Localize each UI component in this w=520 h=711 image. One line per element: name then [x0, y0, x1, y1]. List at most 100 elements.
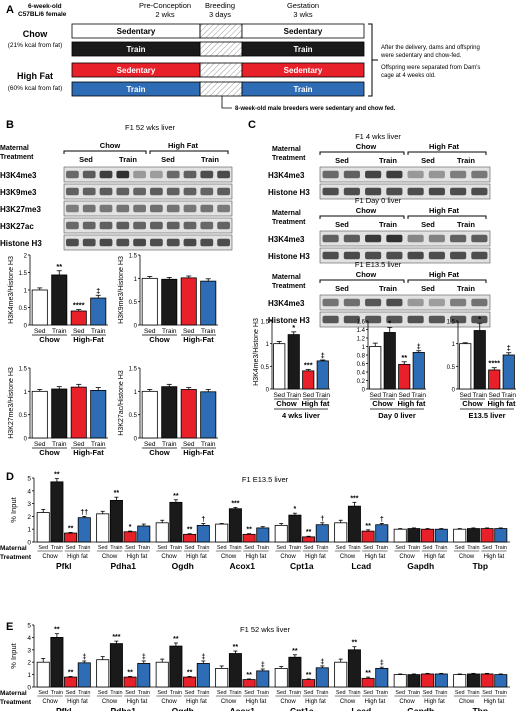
- timeline-bar-breeding: [199, 41, 243, 57]
- bar-ogdh: [155, 522, 169, 543]
- y-tick-label: 1: [362, 345, 366, 351]
- note-offspring-separation: Offspring were separated from Dam's: [381, 65, 480, 71]
- blot-band: [217, 238, 230, 247]
- x-tick-label: Train: [408, 545, 420, 551]
- maternal-treatment-label: Maternal: [0, 690, 27, 697]
- significance-marker: ****: [488, 359, 500, 368]
- x-tick-label: Train: [257, 545, 269, 551]
- blot-band: [200, 170, 214, 179]
- timeline-label: Sedentary: [284, 27, 323, 36]
- column-header-gestation: Gestation: [287, 1, 319, 10]
- diet-subtitle-high-fat: (60% kcal from fat): [8, 85, 63, 92]
- significance-marker: **: [365, 523, 371, 530]
- blot-band: [386, 251, 403, 260]
- x-tick-label: Train: [52, 441, 67, 448]
- y-tick-label: 1: [27, 672, 31, 679]
- y-axis-label: % Input: [9, 496, 18, 522]
- significance-marker: **: [292, 648, 298, 655]
- x-tick-label: Sed: [125, 545, 135, 551]
- blot-band: [133, 170, 146, 179]
- x-tick-label: Sed: [73, 441, 85, 448]
- timeline-label: Train: [126, 85, 145, 94]
- panel-b-chart-2-bar: [51, 388, 68, 439]
- significance-marker: **: [68, 669, 74, 676]
- bar-pfkl: [50, 481, 64, 543]
- blot-label: H3K27me3: [0, 205, 41, 214]
- significance-marker: ****: [73, 301, 85, 310]
- x-tick-label: Train: [197, 545, 209, 551]
- x-tick-label: Sed: [276, 545, 286, 551]
- x-tick-label: Train: [91, 441, 106, 448]
- significance-marker: ***: [112, 634, 120, 641]
- x-subgroup-label: Chow: [459, 554, 475, 560]
- lane-label: Train: [457, 284, 475, 293]
- bar-gapdh: [393, 674, 407, 688]
- significance-marker: ‡: [201, 654, 205, 661]
- blot-band: [471, 234, 488, 243]
- blot-band: [407, 251, 424, 260]
- lane-label: Sed: [161, 155, 175, 164]
- blot-band: [99, 187, 113, 196]
- group-label-high-fat: High Fat: [168, 141, 198, 150]
- blot-band: [386, 234, 403, 243]
- blot-band: [343, 170, 360, 179]
- significance-marker: **: [54, 472, 60, 479]
- timeline-label: Sedentary: [284, 66, 323, 75]
- blot-band: [99, 170, 113, 179]
- gene-label: Acox1: [229, 706, 255, 711]
- blot-band: [471, 187, 488, 196]
- gene-label: Lcad: [351, 706, 371, 711]
- x-tick-label: Sed: [183, 441, 195, 448]
- blot-band: [66, 187, 79, 196]
- x-tick-label: Train: [229, 690, 241, 696]
- panel-b-chart-0-bar: [70, 310, 87, 326]
- x-tick-label: Sed: [276, 690, 286, 696]
- y-tick-label: 0: [134, 437, 138, 443]
- blot-band: [133, 221, 146, 230]
- x-tick-label: Sed: [34, 328, 46, 335]
- x-subgroup-label: Chow: [280, 699, 296, 705]
- bar-gapdh: [421, 528, 435, 543]
- bar-ogdh: [196, 663, 210, 688]
- significance-marker: *: [129, 524, 132, 531]
- blot-band: [183, 187, 197, 196]
- bar-cpt1a: [288, 656, 302, 688]
- maternal-treatment-label: Treatment: [0, 154, 34, 161]
- bar-lcad: [375, 524, 389, 543]
- group-label-high-fat: High Fat: [429, 206, 459, 215]
- x-tick-label: Sed: [183, 328, 195, 335]
- y-tick-label: 0.4: [357, 371, 366, 377]
- blot-label: H3K4me3: [0, 171, 37, 180]
- blot-band: [343, 234, 360, 243]
- blot-band: [365, 315, 382, 324]
- blot-set-title: F1 E13.5 liver: [355, 260, 402, 269]
- blot-band: [99, 204, 113, 213]
- maternal-treatment-label: Treatment: [272, 283, 306, 290]
- y-tick-label: 1: [266, 342, 270, 348]
- blot-band: [471, 315, 488, 324]
- x-tick-label: Train: [162, 441, 177, 448]
- significance-marker: **: [306, 529, 312, 536]
- bar-cpt1a: [302, 679, 316, 688]
- blot-band: [428, 298, 445, 307]
- group-bracket-chow: [63, 150, 147, 154]
- significance-marker: †: [201, 516, 205, 523]
- bar-pdha1: [123, 531, 137, 543]
- x-tick-label: Train: [495, 690, 507, 696]
- x-tick-label: Sed: [34, 441, 46, 448]
- bar-pdha1: [137, 663, 151, 688]
- y-tick-label: 1.5: [129, 254, 138, 260]
- significance-marker: **: [173, 493, 179, 500]
- blot-band: [407, 170, 424, 179]
- bar-cpt1a: [288, 514, 302, 543]
- x-subgroup-label: Chow: [102, 699, 118, 705]
- blot-band: [386, 315, 403, 324]
- bar-pdha1: [96, 513, 110, 543]
- bar-pdha1: [109, 499, 123, 543]
- blot-band: [200, 221, 214, 230]
- x-group-label: Chow: [39, 335, 60, 344]
- gene-label: Ogdh: [172, 561, 194, 571]
- y-tick-label: 0: [266, 388, 270, 394]
- x-tick-label: Sed: [482, 690, 492, 696]
- blot-band: [428, 234, 445, 243]
